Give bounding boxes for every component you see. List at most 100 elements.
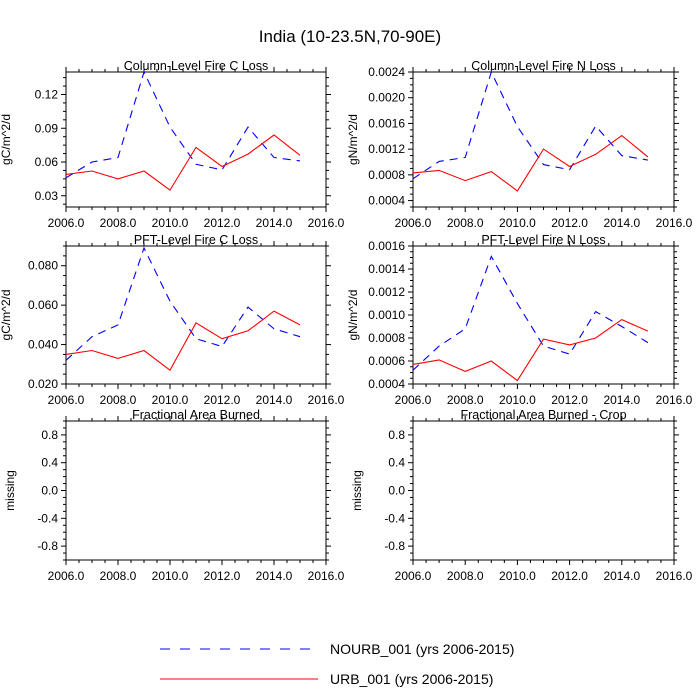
- x-tick-label: 2016.0: [656, 569, 693, 583]
- y-tick-label: 0.0014: [368, 262, 405, 276]
- y-tick-label: 0.0012: [368, 285, 405, 299]
- legend-label-urb: URB_001 (yrs 2006-2015): [330, 671, 493, 687]
- x-tick-label: 2008.0: [447, 393, 484, 407]
- y-tick-label: -0.4: [384, 511, 405, 525]
- panel-title: PFT-Level Fire C Loss: [134, 233, 258, 247]
- x-tick-label: 2016.0: [308, 216, 345, 230]
- panel-title: Fractional Area Burned: [132, 408, 260, 422]
- plot-frame: [65, 420, 327, 561]
- series-line-nourb: [412, 70, 648, 180]
- panels: 2006.0 2008.0 2010.0 2012.0 2014.0 2016.0 0.03…: [0, 59, 693, 583]
- y-tick-label: 0.060: [28, 298, 58, 312]
- y-tick-label: 0.0016: [368, 116, 405, 130]
- y-tick-label: -0.4: [37, 511, 58, 525]
- x-tick-label: 2014.0: [603, 569, 640, 583]
- x-tick-label: 2008.0: [100, 216, 137, 230]
- x-tick-label: 2012.0: [551, 569, 588, 583]
- y-tick-label: 0.0008: [368, 331, 405, 345]
- y-tick-label: 0.0012: [368, 142, 405, 156]
- y-tick-label: 0.0016: [368, 239, 405, 253]
- plot-frame: [412, 245, 675, 385]
- legend: NOURB_001 (yrs 2006-2015) URB_001 (yrs 20…: [160, 641, 514, 687]
- chart-panel-5: 2006.0 2008.0 2010.0 2012.0 2014.0 2016.0 -0.8…: [3, 408, 345, 583]
- y-tick-label: 0.0: [388, 484, 405, 498]
- y-tick-label: 0.080: [28, 259, 58, 273]
- y-tick-label: 0.8: [388, 428, 405, 442]
- y-axis-label: gN/m^2/d: [346, 290, 360, 341]
- y-tick-label: 0.040: [28, 338, 58, 352]
- series-line-nourb: [412, 255, 649, 371]
- y-axis-label: gC/m^2/d: [0, 114, 13, 165]
- x-tick-label: 2012.0: [551, 393, 588, 407]
- y-tick-label: 0.0004: [368, 194, 405, 208]
- series-line-urb: [65, 134, 301, 191]
- x-tick-label: 2012.0: [204, 216, 241, 230]
- x-tick-label: 2006.0: [48, 216, 85, 230]
- x-tick-label: 2006.0: [48, 393, 85, 407]
- plot-frame: [65, 71, 327, 208]
- series-line-urb: [412, 134, 649, 192]
- y-tick-label: 0.8: [41, 428, 58, 442]
- x-tick-label: 2010.0: [499, 393, 536, 407]
- legend-label-nourb: NOURB_001 (yrs 2006-2015): [330, 641, 514, 657]
- plot-frame: [412, 71, 675, 208]
- x-tick-label: 2014.0: [256, 569, 293, 583]
- chart-panel-2: 2006.0 2008.0 2010.0 2012.0 2014.0 2016.0 0.00…: [346, 59, 693, 230]
- x-tick-label: 2006.0: [395, 216, 432, 230]
- x-tick-label: 2016.0: [656, 393, 693, 407]
- series-line-nourb: [65, 246, 301, 361]
- y-axis-label: gN/m^2/d: [346, 114, 360, 165]
- x-tick-label: 2010.0: [152, 216, 189, 230]
- x-tick-label: 2010.0: [152, 569, 189, 583]
- y-axis-label: missing: [350, 470, 364, 511]
- y-tick-label: 0.0004: [368, 377, 405, 391]
- y-tick-label: 0.020: [28, 377, 58, 391]
- x-tick-label: 2006.0: [395, 393, 432, 407]
- plot-frame: [65, 245, 327, 385]
- x-tick-label: 2010.0: [499, 216, 536, 230]
- x-tick-label: 2008.0: [447, 569, 484, 583]
- y-tick-label: 0.0: [41, 484, 58, 498]
- x-tick-label: 2012.0: [204, 569, 241, 583]
- x-tick-label: 2008.0: [100, 569, 137, 583]
- panel-title: Column-Level Fire C Loss: [124, 59, 269, 73]
- y-tick-label: 0.12: [35, 88, 59, 102]
- y-tick-label: 0.4: [41, 456, 58, 470]
- chart-panel-4: 2006.0 2008.0 2010.0 2012.0 2014.0 2016.0 0.00…: [346, 233, 693, 407]
- series-line-nourb: [65, 70, 301, 179]
- x-tick-label: 2014.0: [603, 216, 640, 230]
- x-tick-label: 2006.0: [48, 569, 85, 583]
- y-tick-label: 0.4: [388, 456, 405, 470]
- y-tick-label: 0.0006: [368, 354, 405, 368]
- chart-panel-3: 2006.0 2008.0 2010.0 2012.0 2014.0 2016.0 0.02…: [0, 233, 345, 407]
- panel-title: Column-Level Fire N Loss: [471, 59, 616, 73]
- x-tick-label: 2014.0: [256, 216, 293, 230]
- y-tick-label: 0.0010: [368, 308, 405, 322]
- x-tick-label: 2012.0: [551, 216, 588, 230]
- x-tick-label: 2014.0: [603, 393, 640, 407]
- chart-panel-6: 2006.0 2008.0 2010.0 2012.0 2014.0 2016.0 -0.8…: [350, 408, 693, 583]
- x-tick-label: 2010.0: [499, 569, 536, 583]
- x-tick-label: 2008.0: [447, 216, 484, 230]
- series-line-urb: [412, 318, 649, 382]
- y-tick-label: -0.8: [37, 539, 58, 553]
- plot-frame: [412, 420, 675, 561]
- x-tick-label: 2016.0: [656, 216, 693, 230]
- page-title: India (10-23.5N,70-90E): [259, 27, 441, 46]
- y-tick-label: 0.0008: [368, 168, 405, 182]
- x-tick-label: 2008.0: [100, 393, 137, 407]
- x-tick-label: 2014.0: [256, 393, 293, 407]
- panel-title: PFT-Level Fire N Loss: [481, 233, 605, 247]
- x-tick-label: 2010.0: [152, 393, 189, 407]
- y-tick-label: 0.09: [35, 121, 59, 135]
- y-axis-label: gC/m^2/d: [0, 290, 13, 341]
- x-tick-label: 2016.0: [308, 393, 345, 407]
- chart-panel-1: 2006.0 2008.0 2010.0 2012.0 2014.0 2016.0 0.03…: [0, 59, 345, 230]
- y-tick-label: 0.0020: [368, 91, 405, 105]
- x-tick-label: 2006.0: [395, 569, 432, 583]
- y-axis-label: missing: [3, 470, 17, 511]
- series-line-urb: [65, 310, 301, 372]
- x-tick-label: 2012.0: [204, 393, 241, 407]
- panel-title: Fractional Area Burned - Crop: [460, 408, 626, 422]
